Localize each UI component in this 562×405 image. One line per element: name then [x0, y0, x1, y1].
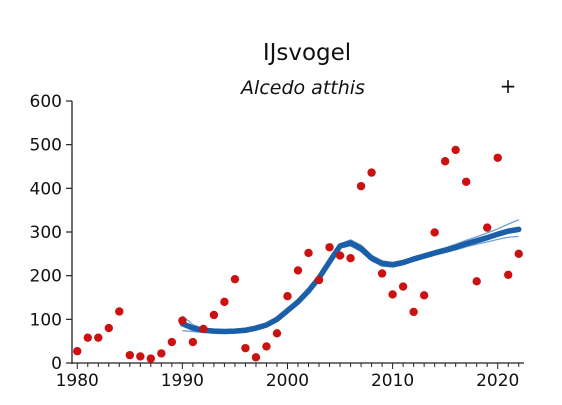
data-point: [136, 352, 145, 361]
data-point: [304, 248, 313, 258]
data-point: [220, 297, 229, 307]
x-tick-label: 1980: [56, 371, 99, 391]
data-point: [230, 274, 240, 284]
data-point: [188, 337, 198, 347]
data-point: [83, 333, 92, 342]
data-point: [419, 291, 429, 300]
data-point: [430, 228, 439, 237]
data-point: [104, 323, 113, 333]
y-tick-label: 400: [30, 179, 62, 199]
trend-upper-line: [181, 219, 519, 332]
x-tick-label: 2020: [476, 371, 519, 391]
data-point: [167, 337, 177, 347]
data-point: [115, 307, 124, 316]
data-point: [346, 254, 355, 263]
y-tick-label: 300: [30, 223, 62, 243]
data-point: [409, 307, 418, 317]
y-tick-label: 100: [30, 310, 62, 330]
trend-layer: [179, 219, 522, 335]
points-layer: [73, 145, 523, 363]
data-point: [367, 168, 376, 177]
trend-lower-line: [182, 235, 519, 334]
data-point: [73, 347, 82, 356]
trend-line: [179, 226, 522, 335]
chart-title: IJsvogel: [263, 40, 351, 66]
x-tick-label: 1990: [161, 371, 204, 391]
data-point: [451, 145, 460, 155]
y-tick-label: 0: [51, 354, 62, 374]
data-point: [388, 290, 397, 299]
data-point: [293, 266, 303, 275]
data-point: [335, 251, 345, 260]
x-axis-ticks: 1980 1990 2000 2010 2020: [56, 363, 519, 391]
data-point: [157, 349, 166, 358]
y-axis-ticks: 0 100 200 300 400 500 600: [30, 92, 72, 374]
data-point: [483, 223, 492, 232]
y-tick-label: 600: [30, 92, 62, 112]
data-point: [272, 329, 282, 338]
axes: [71, 101, 524, 364]
data-point: [178, 316, 187, 325]
data-point: [440, 157, 450, 166]
data-point: [262, 342, 271, 351]
y-tick-label: 500: [30, 136, 62, 156]
y-tick-label: 200: [30, 267, 62, 287]
data-point: [125, 350, 135, 360]
data-point: [199, 324, 208, 334]
data-point: [283, 291, 292, 301]
data-point: [514, 249, 523, 259]
data-point: [493, 153, 502, 162]
data-point: [356, 181, 366, 191]
data-point: [472, 277, 481, 286]
data-point: [209, 310, 219, 320]
x-tick-label: 2010: [371, 371, 414, 391]
data-point: [94, 333, 103, 342]
data-point: [241, 343, 250, 353]
x-tick-label: 2000: [266, 371, 309, 391]
data-point: [377, 269, 387, 278]
trend-indicator: +: [500, 74, 517, 98]
data-point: [398, 282, 408, 291]
data-point: [314, 275, 324, 285]
data-point: [146, 354, 156, 363]
data-point: [325, 243, 334, 252]
data-point: [461, 177, 471, 186]
data-point: [251, 353, 261, 362]
data-point: [504, 270, 513, 279]
chart-subtitle: Alcedo atthis: [239, 77, 365, 99]
